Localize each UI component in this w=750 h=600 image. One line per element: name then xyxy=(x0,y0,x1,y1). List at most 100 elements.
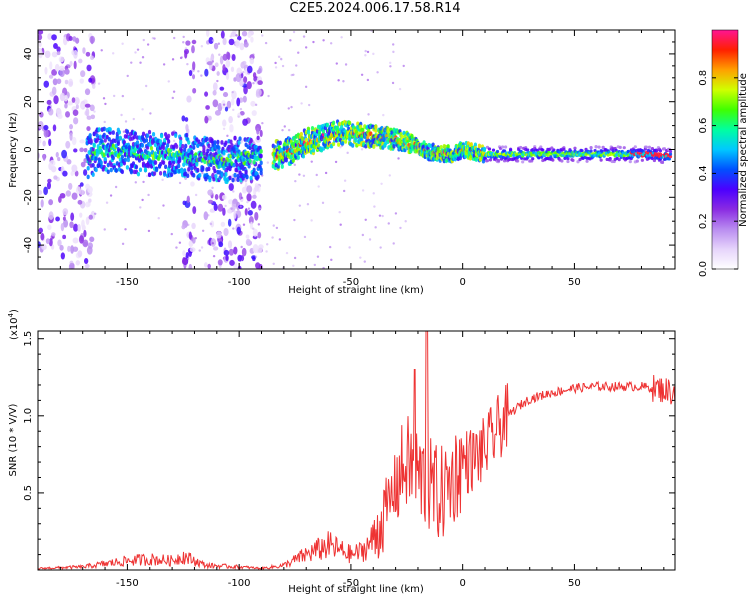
signal-blob xyxy=(89,138,93,144)
noise-dot xyxy=(294,179,297,183)
noise-blob xyxy=(38,138,42,144)
noise-dot xyxy=(206,62,209,65)
signal-blob xyxy=(296,155,300,160)
noise-dot xyxy=(231,90,234,94)
noise-blob xyxy=(252,256,256,262)
signal-blob xyxy=(158,139,163,144)
noise-dot xyxy=(312,40,315,44)
noise-dot xyxy=(142,38,145,42)
noise-dot xyxy=(389,61,392,65)
signal-blob xyxy=(122,140,126,145)
signal-blob xyxy=(201,165,205,171)
noise-blob xyxy=(256,127,260,135)
noise-blob xyxy=(69,60,73,67)
noise-blob xyxy=(230,66,235,73)
signal-blob xyxy=(644,145,648,149)
noise-blob xyxy=(88,77,93,83)
noise-dot xyxy=(289,39,292,42)
noise-dot xyxy=(366,50,370,54)
noise-dot xyxy=(120,113,123,117)
noise-dot xyxy=(211,39,215,42)
noise-dot xyxy=(94,212,97,216)
signal-blob xyxy=(196,143,200,148)
noise-dot xyxy=(93,110,96,113)
noise-dot xyxy=(121,94,125,98)
signal-blob xyxy=(106,169,110,175)
colorbar-tick-label: 0.8 xyxy=(698,70,709,86)
x-tick-label: -50 xyxy=(343,578,359,589)
noise-dot xyxy=(182,41,185,44)
noise-blob xyxy=(239,111,245,116)
noise-dot xyxy=(122,130,126,133)
x-tick-label: -150 xyxy=(116,578,139,589)
y-tick-label: -40 xyxy=(23,237,34,253)
signal-blob xyxy=(134,164,139,170)
signal-blob xyxy=(597,145,601,149)
signal-blob xyxy=(485,159,490,163)
noise-dot xyxy=(232,108,235,112)
noise-blob xyxy=(184,117,189,122)
signal-blob xyxy=(108,127,112,132)
noise-blob xyxy=(38,34,43,41)
noise-dot xyxy=(224,204,227,208)
x-tick-label: 50 xyxy=(568,277,581,288)
signal-blob xyxy=(580,149,584,153)
noise-dot xyxy=(364,49,367,53)
signal-blob xyxy=(125,129,130,135)
noise-dot xyxy=(344,63,348,66)
signal-blob xyxy=(120,169,124,175)
colorbar-tick-label: 0.4 xyxy=(698,165,709,181)
noise-blob xyxy=(241,30,248,37)
noise-dot xyxy=(321,201,325,205)
signal-blob xyxy=(217,145,221,151)
noise-blob xyxy=(80,70,86,78)
snr-series-line xyxy=(38,331,675,570)
noise-dot xyxy=(275,226,279,230)
noise-blob xyxy=(69,81,73,86)
signal-blob xyxy=(331,120,336,126)
noise-blob xyxy=(55,151,59,158)
noise-blob xyxy=(57,239,62,247)
noise-dot xyxy=(278,55,281,59)
signal-blob xyxy=(474,157,479,162)
noise-blob xyxy=(255,262,261,269)
noise-dot xyxy=(278,238,282,241)
signal-blob xyxy=(599,158,603,162)
noise-dot xyxy=(324,171,328,175)
signal-blob xyxy=(611,149,615,153)
noise-blob xyxy=(235,73,242,83)
noise-blob xyxy=(45,238,51,244)
noise-blob xyxy=(228,183,234,191)
signal-blob xyxy=(600,149,604,153)
noise-dot xyxy=(218,53,221,56)
signal-blob xyxy=(231,177,235,183)
noise-blob xyxy=(86,126,91,132)
noise-dot xyxy=(304,46,308,49)
signal-blob xyxy=(206,148,210,154)
noise-blob xyxy=(236,67,243,76)
noise-blob xyxy=(232,199,237,204)
signal-blob xyxy=(259,153,263,159)
noise-blob xyxy=(227,218,232,227)
noise-blob xyxy=(230,31,237,37)
signal-blob xyxy=(164,164,168,170)
noise-blob xyxy=(86,115,92,120)
x-tick-label: -100 xyxy=(228,277,251,288)
y-tick-label: 1.0 xyxy=(23,408,34,424)
noise-dot xyxy=(293,163,297,167)
signal-blob xyxy=(115,135,119,141)
colorbar: 0.0 0.2 0.4 0.6 0.8 Normalized spectral ampl… xyxy=(698,29,749,277)
signal-blob xyxy=(183,147,187,153)
signal-blob xyxy=(540,155,544,159)
noise-blob xyxy=(212,246,219,251)
signal-blob xyxy=(224,140,228,146)
noise-blob xyxy=(219,55,224,65)
signal-blob xyxy=(126,157,131,163)
noise-blob xyxy=(83,229,87,238)
signal-blob xyxy=(163,137,167,143)
signal-blob xyxy=(153,160,158,165)
noise-dot xyxy=(112,94,116,98)
noise-blob xyxy=(257,80,263,86)
noise-blob xyxy=(51,34,57,41)
signal-blob xyxy=(321,129,326,134)
